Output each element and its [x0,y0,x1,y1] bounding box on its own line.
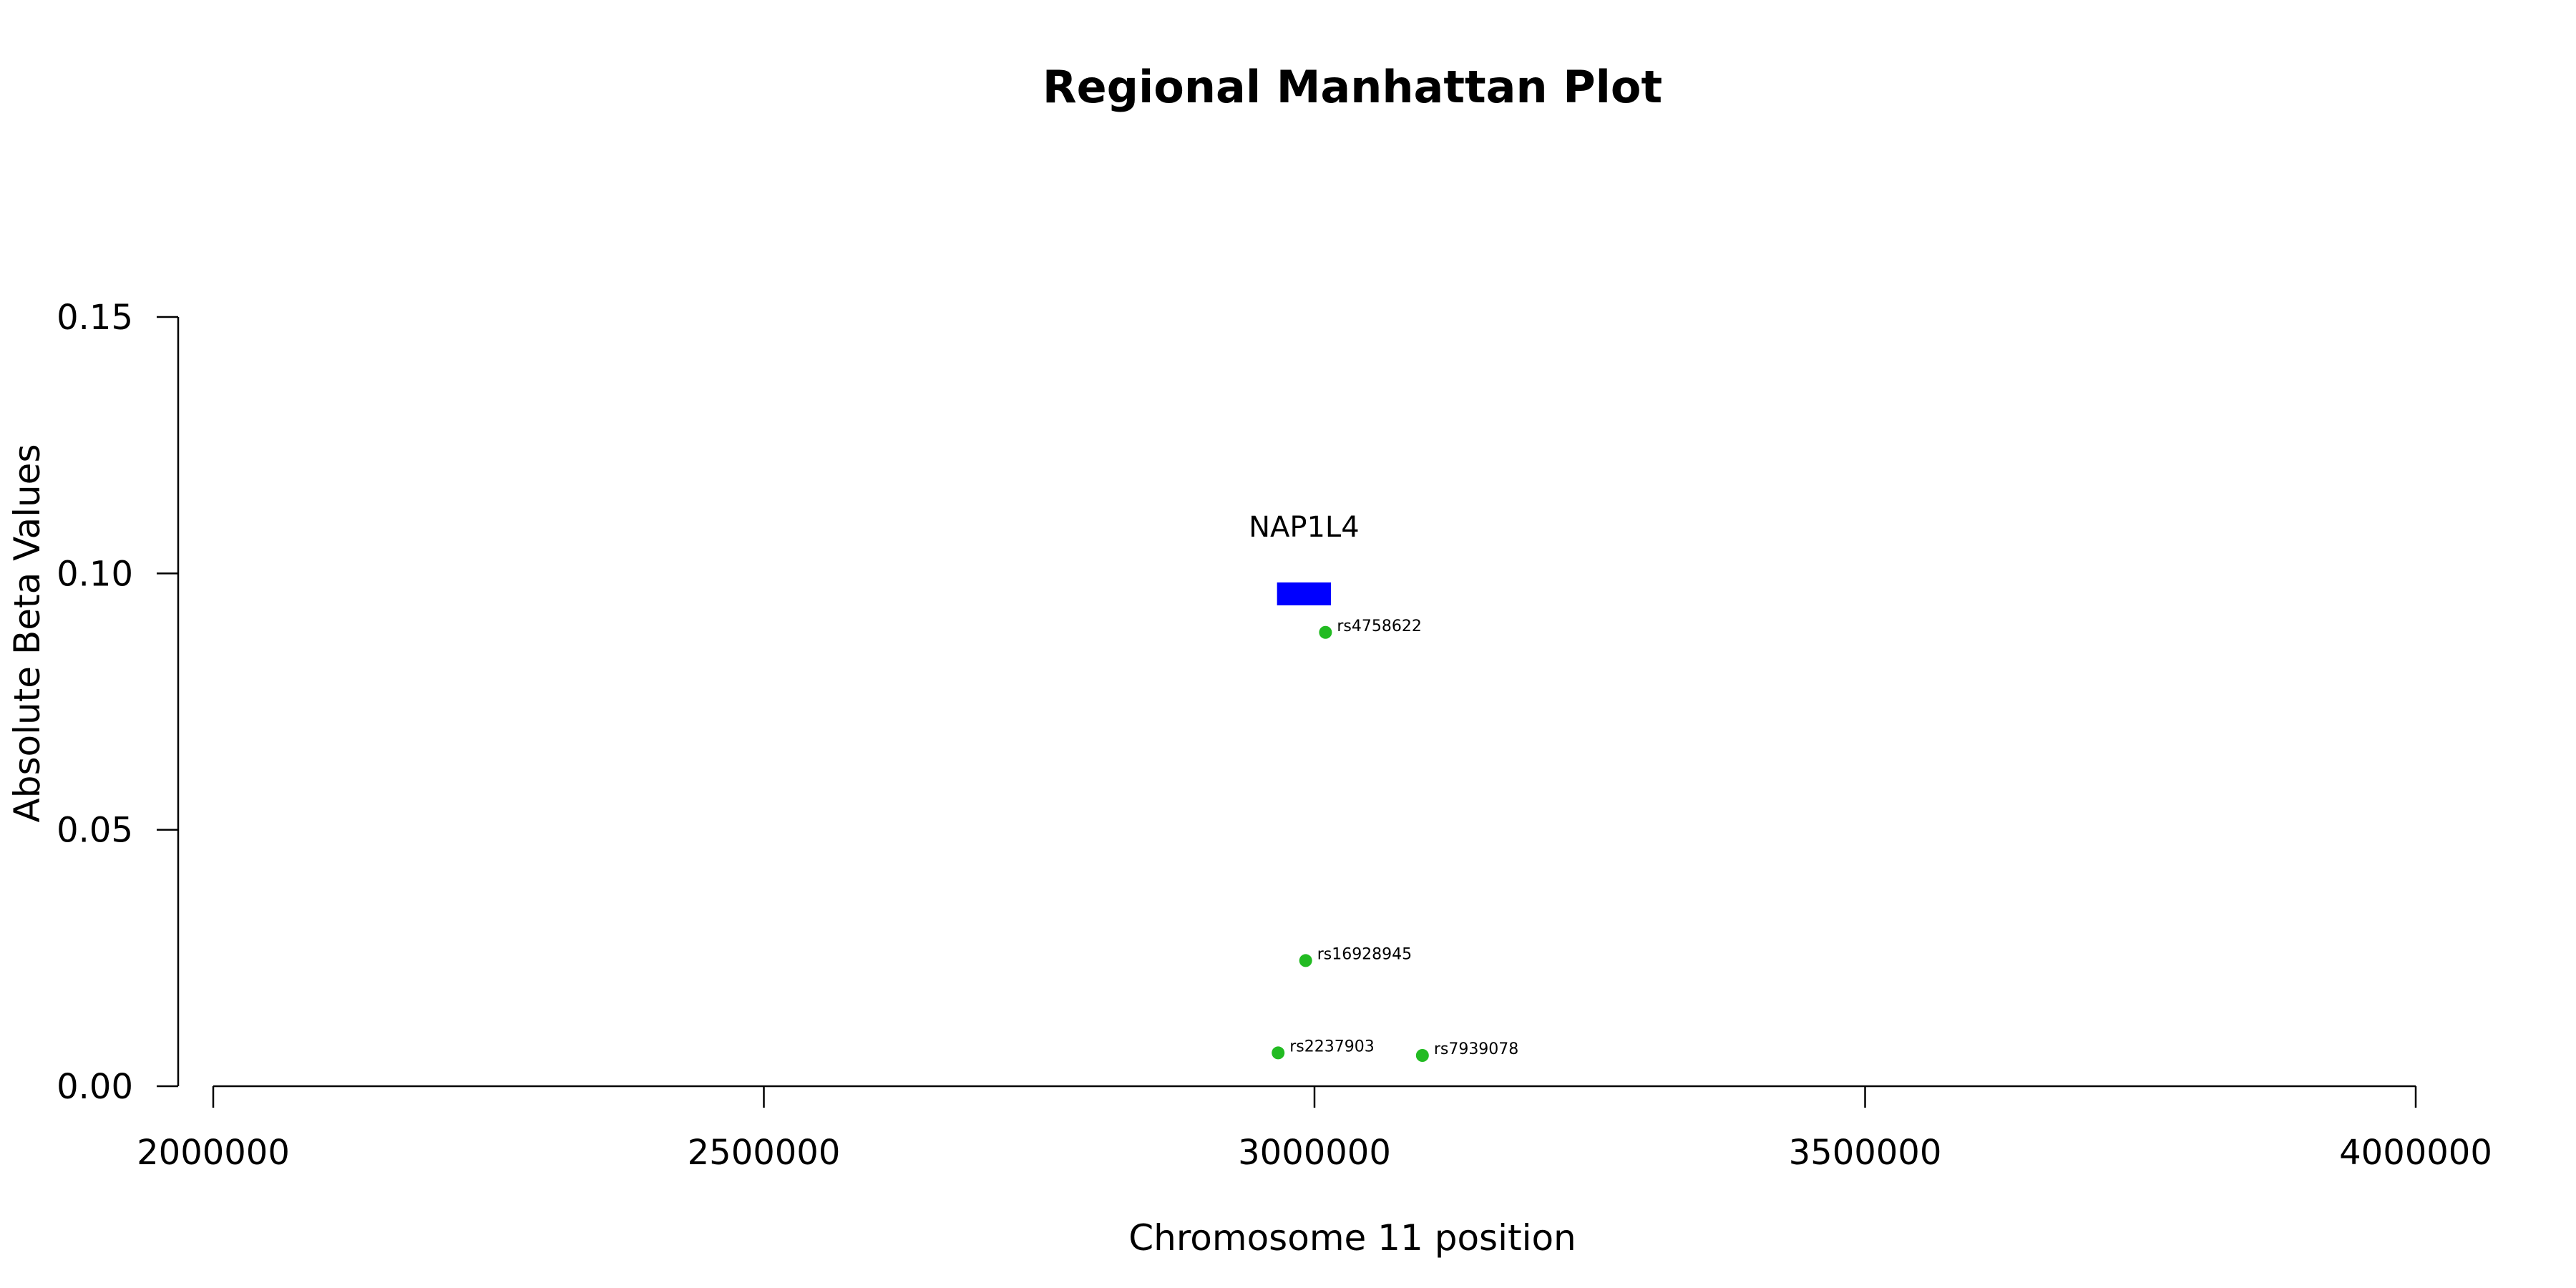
y-tick-label: 0.05 [57,811,133,851]
gene-bar [1277,582,1332,605]
x-tick-label: 4000000 [2339,1133,2492,1173]
snp-point [1299,954,1312,967]
y-tick-label: 0.00 [57,1067,133,1107]
x-ticks: 2000000 2500000 3000000 3500000 4000000 [137,1086,2492,1173]
snp-label: rs4758622 [1337,618,1422,635]
snp-point [1319,625,1332,639]
snp-label: rs2237903 [1289,1038,1375,1055]
y-tick-label: 0.10 [57,554,133,594]
snp-point [1415,1049,1429,1062]
y-tick-label: 0.15 [57,298,133,338]
snp-points: rs4758622 rs16928945 rs2237903 rs7939078 [1272,618,1518,1062]
y-ticks: 0.00 0.05 0.10 0.15 [57,298,178,1107]
x-tick-label: 3500000 [1789,1133,1942,1173]
x-tick-label: 3000000 [1238,1133,1391,1173]
snp-label: rs7939078 [1434,1040,1519,1058]
x-tick-label: 2000000 [137,1133,290,1173]
snp-point [1272,1046,1285,1060]
x-axis-title: Chromosome 11 position [1128,1217,1576,1259]
x-tick-label: 2500000 [688,1133,841,1173]
gene-label: NAP1L4 [1249,511,1360,544]
gene-tracks: NAP1L4 [1249,511,1360,605]
y-axis-title: Absolute Beta Values [6,444,48,823]
chart-title: Regional Manhattan Plot [1043,61,1662,113]
snp-label: rs16928945 [1317,945,1412,963]
